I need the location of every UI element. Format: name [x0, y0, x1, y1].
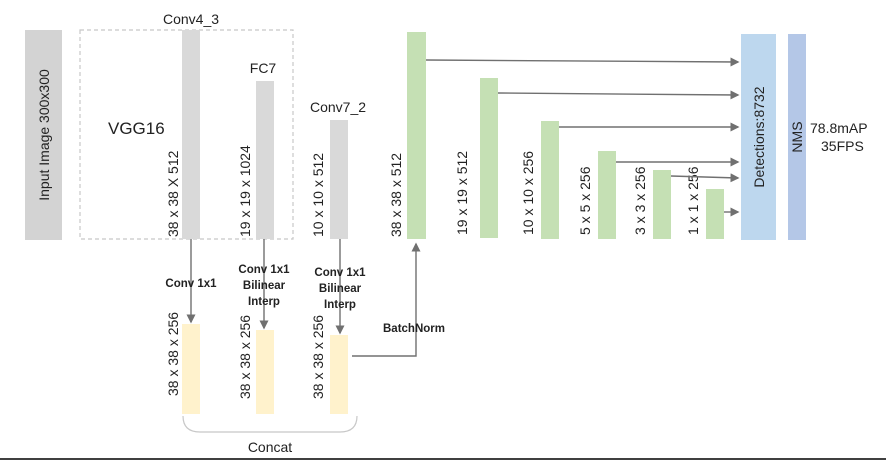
input-image-label: Input Image 300x300: [36, 69, 52, 201]
result-fps: 35FPS: [821, 138, 864, 154]
op-label-conv7-2-line2: Bilinear: [319, 283, 362, 295]
fusion-block-3: [330, 335, 348, 414]
fc7-title: FC7: [250, 60, 277, 76]
pyramid-block-4: [598, 151, 616, 239]
detect-arrow-5: [670, 173, 740, 183]
op-label-fc7-line3: Interp: [248, 296, 280, 308]
conv4-3-dims: 38 x 38 X 512: [165, 150, 181, 237]
op-label-fc7-line2: Bilinear: [243, 280, 286, 292]
fusion-dims-3: 38 x 38 x 256: [310, 315, 326, 399]
batchnorm-label: BatchNorm: [383, 323, 445, 335]
op-label-conv7-2-line3: Interp: [324, 299, 356, 311]
op-label-conv7-2-line1: Conv 1x1: [314, 267, 366, 279]
detections-label: Detections:8732: [751, 86, 767, 187]
conv7-2-bar: [330, 120, 348, 239]
detect-arrow-1: [425, 57, 740, 67]
pyramid-block-1: [407, 32, 426, 239]
detections-block: [741, 34, 776, 240]
fusion-dims-2: 38 x 38 x 256: [237, 315, 253, 399]
fusion-block-1: [182, 324, 200, 414]
conv7-2-dims: 10 x 10 x 512: [310, 153, 326, 237]
conv4-3-bar: [182, 30, 200, 239]
concat-bracket: [182, 415, 358, 433]
fc7-dims: 19 x 19 x 1024: [237, 145, 253, 237]
op-label-fc7-line1: Conv 1x1: [238, 264, 290, 276]
pyramid-dims-4: 5 x 5 x 256: [577, 166, 593, 235]
pyramid-block-3: [541, 121, 559, 239]
pyramid-block-6: [706, 189, 724, 239]
conv4-3-title: Conv4_3: [163, 11, 219, 27]
concat-label: Concat: [248, 439, 292, 455]
conv7-2-title: Conv7_2: [310, 99, 366, 115]
fc7-bar: [256, 81, 274, 239]
pyramid-dims-1: 38 x 38 x 512: [388, 153, 404, 237]
nms-label: NMS: [789, 121, 805, 152]
pyramid-dims-3: 10 x 10 x 256: [520, 151, 536, 235]
batchnorm-connector: [352, 242, 421, 357]
nms-block: [788, 34, 806, 240]
pyramid-dims-5: 3 x 3 x 256: [632, 166, 648, 235]
op-label-conv4-3: Conv 1x1: [165, 278, 217, 290]
pyramid-block-5: [653, 170, 671, 239]
pyramid-block-2: [480, 78, 498, 238]
vgg16-label: VGG16: [108, 119, 165, 138]
input-image-block: [25, 30, 62, 240]
detect-arrow-2: [497, 90, 740, 100]
fusion-dims-1: 38 x 38 x 256: [165, 312, 181, 396]
result-map: 78.8mAP: [810, 120, 868, 136]
pyramid-dims-2: 19 x 19 x 512: [454, 151, 470, 235]
pyramid-dims-6: 1 x 1 x 256: [685, 166, 701, 235]
fusion-block-2: [256, 330, 274, 414]
